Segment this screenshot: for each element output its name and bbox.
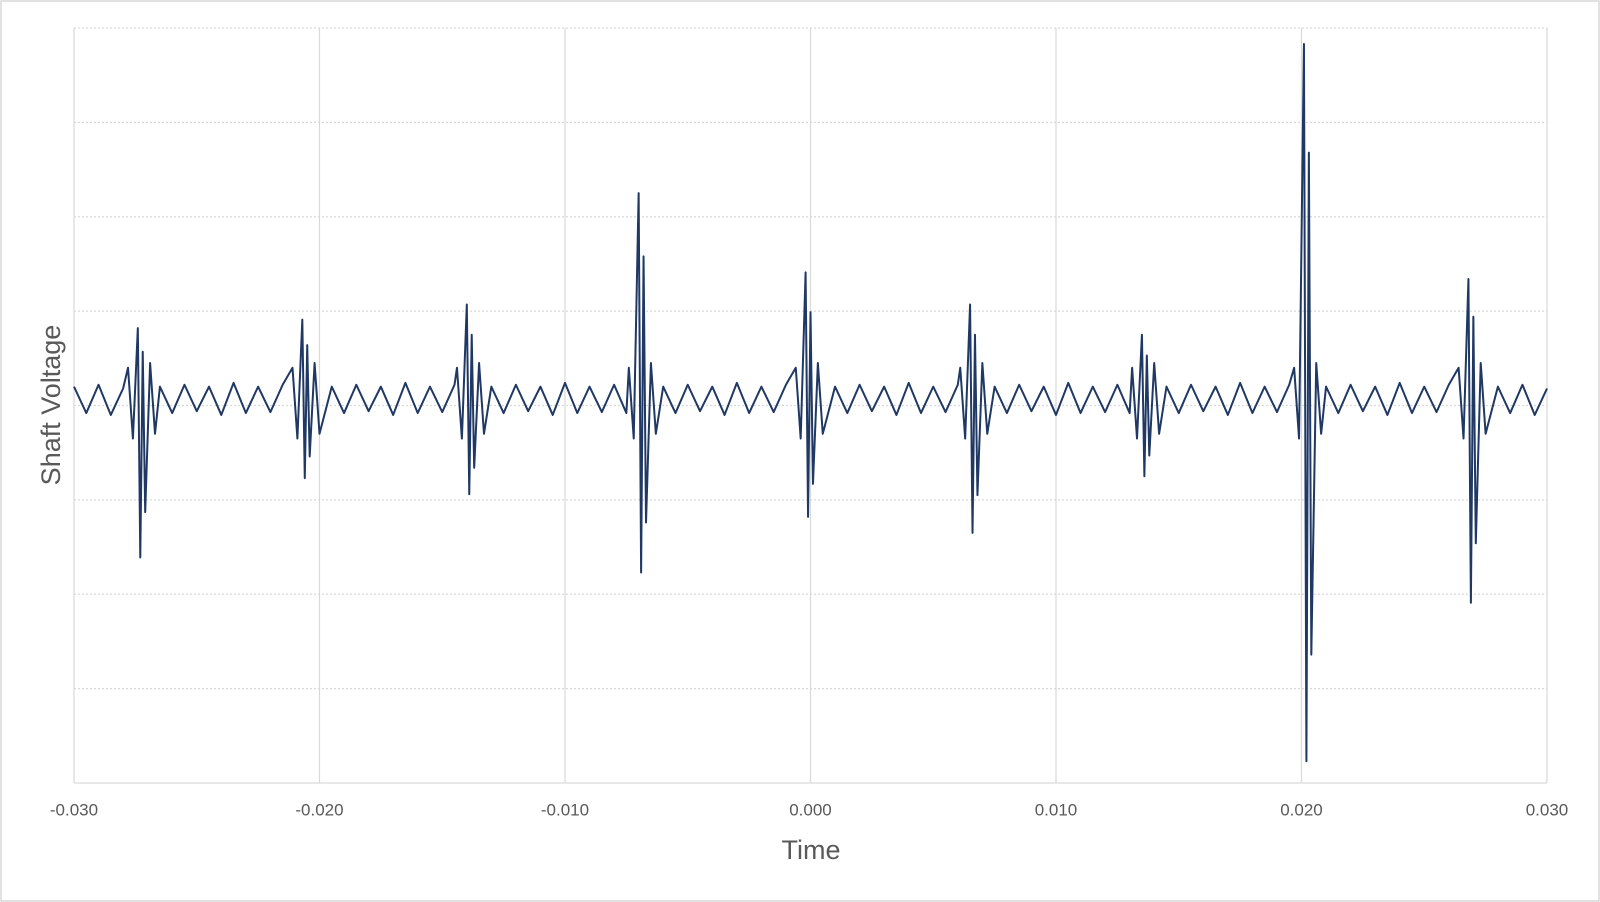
y-axis-title: Shaft Voltage [36,325,66,486]
x-tick-label: -0.030 [50,800,98,819]
plot-area [73,43,1548,763]
x-tick-label: -0.010 [541,800,589,819]
x-tick-label: 0.030 [1526,800,1569,819]
grid: -0.030 -0.020 -0.010 0.000 0.010 0.020 0.030 [50,27,1569,819]
x-tick-label: -0.020 [295,800,343,819]
x-tick-label: 0.000 [789,800,832,819]
line-series [73,43,1548,763]
x-tick-label: 0.010 [1035,800,1078,819]
x-axis-title: Time [782,835,841,865]
x-tick-label: 0.020 [1280,800,1323,819]
